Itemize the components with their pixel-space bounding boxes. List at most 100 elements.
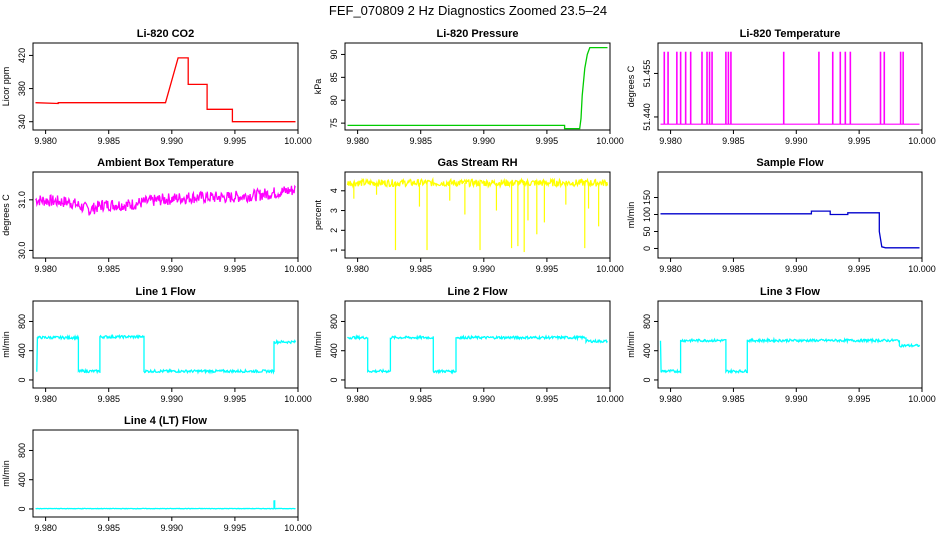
x-tick-label: 9.980: [346, 394, 369, 404]
x-tick-label: 9.995: [224, 394, 247, 404]
x-tick-label: 10.000: [596, 264, 624, 274]
y-tick-label: 380: [17, 81, 27, 96]
chart-panel-2: Li-820 Pressure kPa 9.980 9.985 9.990 9.995 10…: [313, 28, 624, 146]
chart-panel-4: Ambient Box Temperature degrees C 9.980 9.9…: [1, 157, 312, 274]
series-line: [659, 336, 921, 375]
x-tick-label: 9.985: [722, 394, 745, 404]
x-tick-label: 10.000: [284, 394, 312, 404]
series-line: [35, 184, 297, 216]
plot-frame: [657, 42, 923, 131]
x-tick-label: 9.980: [34, 264, 57, 274]
y-tick-label: 100: [642, 207, 652, 222]
y-tick-label: 31.0: [17, 191, 27, 209]
chart-panel-7: Line 1 Flow ml/min 9.980 9.985 9.990 9.995 10.…: [1, 286, 312, 404]
y-axis-label: Licor ppm: [1, 67, 11, 107]
x-tick-label: 9.995: [224, 523, 247, 533]
chart-panel-1: Li-820 CO2 Licor ppm 9.980 9.985 9.990 9.995 1…: [1, 28, 312, 146]
x-tick-label: 9.985: [97, 394, 120, 404]
x-tick-label: 9.990: [161, 264, 184, 274]
x-tick-label: 9.980: [659, 394, 682, 404]
y-tick-label: 800: [17, 443, 27, 458]
chart-title: Line 1 Flow: [136, 286, 196, 298]
x-tick-label: 9.995: [536, 394, 559, 404]
plot-frame: [657, 300, 923, 389]
y-tick-label: 80: [329, 95, 339, 105]
series-line: [347, 46, 608, 130]
chart-title: Line 3 Flow: [760, 286, 820, 298]
series-line: [35, 57, 296, 123]
x-tick-label: 10.000: [284, 264, 312, 274]
y-tick-label: 800: [642, 314, 652, 329]
y-tick-label: 1: [329, 248, 339, 253]
y-axis-label: degrees C: [626, 65, 636, 107]
x-tick-label: 9.995: [224, 136, 247, 146]
x-tick-label: 9.985: [722, 136, 745, 146]
x-tick-label: 9.980: [34, 136, 57, 146]
x-tick-label: 9.995: [848, 136, 871, 146]
x-tick-label: 9.990: [161, 136, 184, 146]
x-tick-label: 10.000: [908, 394, 936, 404]
y-tick-label: 30.0: [17, 242, 27, 260]
x-tick-label: 9.995: [848, 264, 871, 274]
plot-frame: [657, 171, 923, 259]
plot-frame: [344, 171, 611, 259]
x-tick-label: 9.995: [848, 394, 871, 404]
y-tick-label: 50: [642, 226, 652, 236]
x-tick-label: 9.990: [785, 264, 808, 274]
y-axis-label: ml/min: [1, 331, 11, 358]
x-tick-label: 10.000: [284, 523, 312, 533]
x-tick-label: 9.990: [785, 394, 808, 404]
plot-frame: [32, 42, 299, 131]
y-axis-label: percent: [313, 199, 323, 230]
chart-panel-3: Li-820 Temperature degrees C 9.980 9.985 9.9…: [626, 28, 936, 146]
chart-panel-10: Line 4 (LT) Flow ml/min 9.980 9.985 9.990 9.9…: [1, 415, 312, 533]
y-tick-label: 0: [642, 377, 652, 382]
y-tick-label: 0: [642, 246, 652, 251]
y-axis-label: ml/min: [626, 331, 636, 358]
x-tick-label: 9.990: [473, 136, 496, 146]
x-tick-label: 9.985: [97, 136, 120, 146]
y-tick-label: 4: [329, 188, 339, 193]
chart-title: Gas Stream RH: [437, 157, 517, 169]
x-tick-label: 9.990: [161, 394, 184, 404]
plot-frame: [32, 429, 299, 518]
y-tick-label: 400: [17, 343, 27, 358]
y-tick-label: 800: [329, 314, 339, 329]
plot-frame: [32, 171, 299, 259]
x-tick-label: 9.985: [97, 523, 120, 533]
figure-title: FEF_070809 2 Hz Diagnostics Zoomed 23.5–…: [328, 3, 608, 18]
x-tick-label: 9.985: [409, 136, 432, 146]
chart-panel-6: Sample Flow ml/min 9.980 9.985 9.990 9.995 10.…: [626, 157, 936, 274]
x-tick-label: 9.995: [536, 136, 559, 146]
chart-title: Ambient Box Temperature: [97, 157, 234, 169]
y-axis-label: kPa: [313, 79, 323, 95]
x-tick-label: 9.995: [536, 264, 559, 274]
x-tick-label: 9.990: [785, 136, 808, 146]
chart-panel-8: Line 2 Flow ml/min 9.980 9.985 9.990 9.995 10.…: [313, 286, 624, 404]
x-tick-label: 9.995: [224, 264, 247, 274]
y-tick-label: 2: [329, 228, 339, 233]
x-tick-label: 9.990: [473, 394, 496, 404]
y-tick-label: 0: [329, 377, 339, 382]
x-tick-label: 9.980: [34, 523, 57, 533]
x-tick-label: 9.990: [161, 523, 184, 533]
x-tick-label: 10.000: [596, 136, 624, 146]
y-tick-label: 3: [329, 208, 339, 213]
y-tick-label: 0: [17, 377, 27, 382]
chart-title: Li-820 CO2: [137, 28, 194, 40]
y-tick-label: 90: [329, 49, 339, 59]
chart-title: Li-820 Pressure: [437, 28, 519, 40]
chart-panel-5: Gas Stream RH percent 9.980 9.985 9.990 9.995…: [313, 157, 624, 274]
y-tick-label: 800: [17, 314, 27, 329]
chart-title: Line 2 Flow: [448, 286, 508, 298]
series-line: [346, 176, 609, 189]
x-tick-label: 9.985: [722, 264, 745, 274]
y-tick-label: 51.440: [642, 103, 652, 131]
y-axis-label: ml/min: [626, 202, 636, 229]
y-tick-label: 85: [329, 72, 339, 82]
y-tick-label: 400: [329, 343, 339, 358]
y-tick-label: 75: [329, 118, 339, 128]
x-tick-label: 9.985: [409, 264, 432, 274]
x-tick-label: 9.980: [346, 136, 369, 146]
